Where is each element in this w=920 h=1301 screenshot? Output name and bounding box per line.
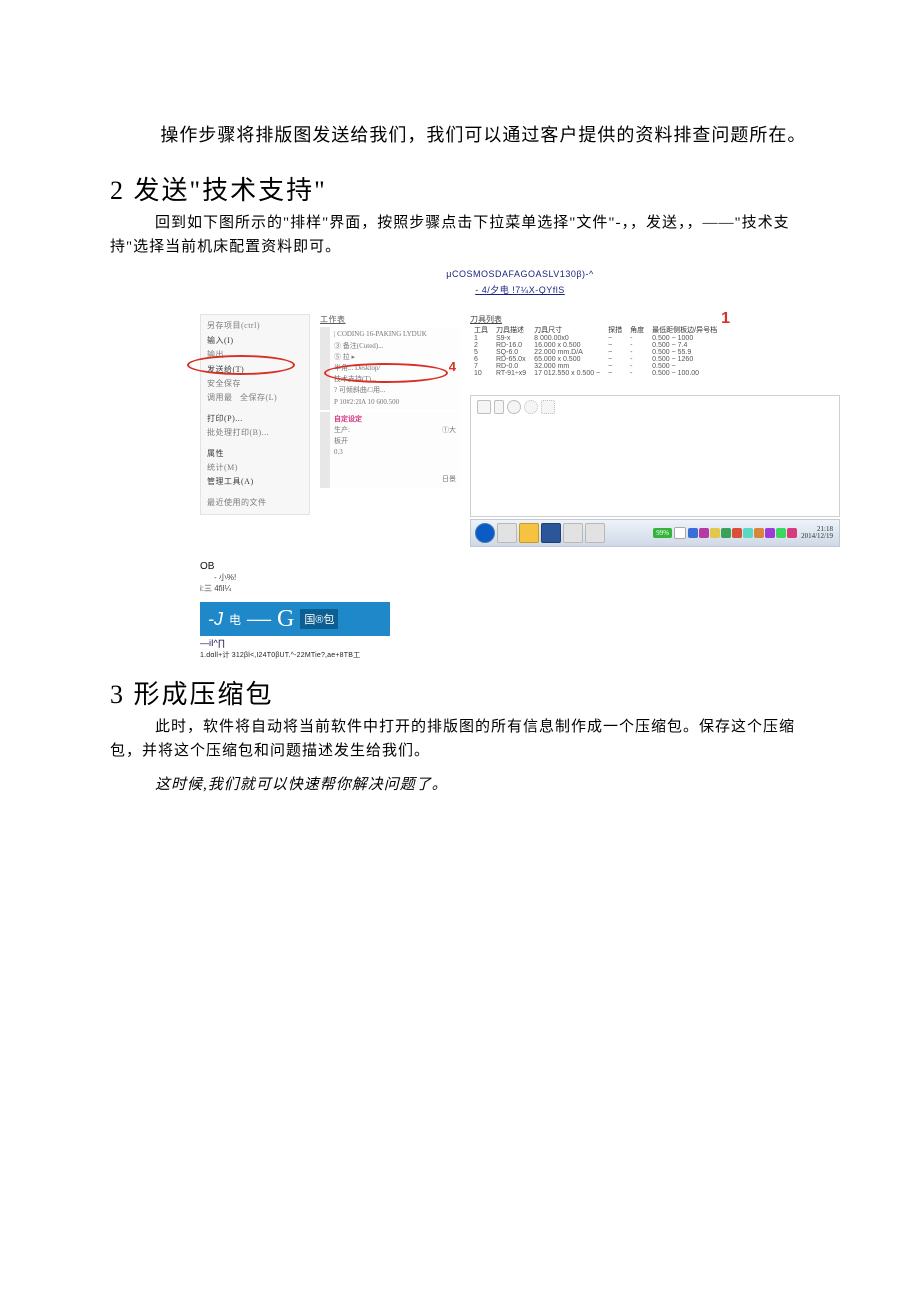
taskbar-word-icon[interactable] <box>541 523 561 543</box>
circle-icon[interactable] <box>507 400 521 414</box>
small-text: i:三 4fil¼ <box>200 583 840 594</box>
ss-header-2: - 4/夕电 !7¼X-QYflS <box>200 283 840 296</box>
info-line: 日景 <box>334 474 456 485</box>
menu-item[interactable]: 另存项目(ctrl) <box>207 319 303 333</box>
info-line: 0.3 <box>334 447 456 458</box>
menu-item[interactable]: 统计(M) <box>207 461 303 475</box>
banner-cn1: 电 <box>229 611 241 628</box>
below-screenshot-block: OB - 小%! i:三 4fil¼ -J 电 — G 国®包 —iI^∏ 1.… <box>200 561 840 660</box>
circle-icon[interactable] <box>524 400 538 414</box>
menu-item[interactable]: 输出... <box>207 348 303 362</box>
submenu-item-tech-support[interactable]: 技术支持(T)... <box>334 374 456 385</box>
tool-table: 刀具列表 1 工具 刀具描述 刀具尺寸 探措 角度 最低距侧板边/异号档 1S9… <box>470 314 840 377</box>
battery-indicator[interactable]: 99% <box>653 528 672 538</box>
under-banner-text: —iI^∏ <box>200 638 840 648</box>
table-row: 1S9-x8 000.00x0~-0.500 ~ 1000 <box>470 335 721 342</box>
info-panel: 自定设定 生产:①大 板开 0.3 日景 <box>320 412 460 488</box>
ob-label: OB <box>200 561 840 572</box>
section-2-number: 2 <box>110 176 125 205</box>
blue-banner: -J 电 — G 国®包 <box>200 602 390 636</box>
section-3-heading: 3 形成压缩包 <box>110 674 810 711</box>
menu-item[interactable]: 安全保存 <box>207 377 303 391</box>
tray-icon[interactable] <box>787 528 797 538</box>
menu-item[interactable]: 批处理打印(B)... <box>207 426 303 440</box>
tray-icon[interactable] <box>688 528 698 538</box>
file-menu-column: 另存项目(ctrl) 输入(I) 输出... 发送给(T) 安全保存 调用最 全… <box>200 314 310 547</box>
tool-table-column: 刀具列表 1 工具 刀具描述 刀具尺寸 探措 角度 最低距侧板边/异号档 1S9… <box>470 314 840 547</box>
banner-g: G <box>277 606 294 633</box>
taskbar-app-icon[interactable] <box>585 523 605 543</box>
menu-item[interactable]: 打印(P)... <box>207 412 303 426</box>
banner-j: -J <box>208 609 223 630</box>
table-header-row: 工具 刀具描述 刀具尺寸 探措 角度 最低距侧板边/异号档 <box>470 325 721 335</box>
taskbar-app-icon[interactable] <box>563 523 583 543</box>
menu-item[interactable]: 最近使用的文件 <box>207 496 303 510</box>
taskbar-app-icon[interactable] <box>497 523 517 543</box>
tray-up-icon[interactable] <box>674 527 686 539</box>
intro-paragraph: 操作步骤将排版图发送给我们，我们可以通过客户提供的资料排查问题所在。 <box>110 110 810 160</box>
submenu-panel: | CODING 16-PAKING LYDUK ③ 备注(Cuted)... … <box>320 327 460 409</box>
annotation-1: 1 <box>721 310 730 328</box>
banner-eq: — <box>247 606 271 633</box>
tray-icon[interactable] <box>721 528 731 538</box>
menu-item[interactable]: 管理工具(A) <box>207 475 303 489</box>
section-3-title: 形成压缩包 <box>134 680 274 709</box>
ss-header-1: μCOSMOSDAFAGOASLV130β)-^ <box>200 269 840 279</box>
shape-icon[interactable] <box>477 400 491 414</box>
document-page: 操作步骤将排版图发送给我们，我们可以通过客户提供的资料排查问题所在。 2 发送"… <box>0 0 920 867</box>
menu-item[interactable]: 输入(I) <box>207 334 303 348</box>
small-text: - 小%! <box>214 572 840 583</box>
tray-icon[interactable] <box>710 528 720 538</box>
ss-main-row: 另存项目(ctrl) 输入(I) 输出... 发送给(T) 安全保存 调用最 全… <box>200 314 840 547</box>
taskbar-clock[interactable]: 21:18 2014/12/19 <box>799 526 835 541</box>
info-line: 自定设定 <box>334 414 456 425</box>
table-row: 6RD-65.0x65.000 x 0.500~-0.500 ~ 1260 <box>470 356 721 363</box>
info-line: 板开 <box>334 436 456 447</box>
menu-item[interactable]: 属性 <box>207 447 303 461</box>
submenu-item: P 10#2:2IA 10 600.500 <box>334 397 456 408</box>
annotation-4: 4 <box>449 357 456 378</box>
section-2-heading: 2 发送"技术支持" <box>110 170 810 207</box>
embedded-screenshot: μCOSMOSDAFAGOASLV130β)-^ - 4/夕电 !7¼X-QYf… <box>200 269 840 660</box>
submenu-item[interactable]: ③ 备注(Cuted)... <box>334 341 456 352</box>
section-3-body-2: 这时候,我们就可以快速帮你解决问题了。 <box>110 773 810 797</box>
hash-line: 1.dαll+计 312βl<,I24T0βUT.^-22MTie?,ae+8T… <box>200 650 840 660</box>
panel-header: | CODING 16-PAKING LYDUK <box>334 329 456 340</box>
preview-toolbar <box>477 400 555 414</box>
preview-canvas <box>470 395 840 517</box>
taskbar-start-icon[interactable] <box>475 523 495 543</box>
file-menu[interactable]: 另存项目(ctrl) 输入(I) 输出... 发送给(T) 安全保存 调用最 全… <box>200 314 310 515</box>
tray-icon[interactable] <box>776 528 786 538</box>
tray-icon[interactable] <box>743 528 753 538</box>
section-3-body-1: 此时，软件将自动将当前软件中打开的排版图的所有信息制作成一个压缩包。保存这个压缩… <box>110 715 810 763</box>
submenu-item[interactable]: ? 可倾斜曲/□用... <box>334 385 456 396</box>
tray-icon[interactable] <box>754 528 764 538</box>
section-3-number: 3 <box>110 680 125 709</box>
windows-taskbar[interactable]: 99% 21:18 2014/12/19 <box>470 519 840 547</box>
section-2-title: 发送"技术支持" <box>134 176 327 205</box>
menu-item-send[interactable]: 发送给(T) <box>207 363 303 377</box>
table-row: 10RT-91÷x917 012.550 x 0.500 ~~-0.500 ~ … <box>470 370 721 377</box>
tray-icon[interactable] <box>732 528 742 538</box>
tray-icon[interactable] <box>699 528 709 538</box>
submenu-item[interactable]: ⑤ 拉 ▸ <box>334 352 456 363</box>
menu-item[interactable]: 调用最 全保存(L) <box>207 391 303 405</box>
table-row: 7RD-0.032.000 mm~-0.500 ~ <box>470 363 721 370</box>
tray-icon[interactable] <box>765 528 775 538</box>
system-tray[interactable] <box>688 528 797 538</box>
tool-data-table: 工具 刀具描述 刀具尺寸 探措 角度 最低距侧板边/异号档 1S9-x8 000… <box>470 325 721 377</box>
section-2-body: 回到如下图所示的"排样"界面，按照步骤点击下拉菜单选择"文件"-，，发送，，——… <box>110 211 810 259</box>
taskbar-folder-icon[interactable] <box>519 523 539 543</box>
table-row: 5SQ-6.022.000 mm.D/A~-0.500 ~ 55.9 <box>470 349 721 356</box>
banner-cn-box: 国®包 <box>300 609 338 629</box>
table-title: 刀具列表 <box>470 314 840 325</box>
submenu-column: 工作表 | CODING 16-PAKING LYDUK ③ 备注(Cuted)… <box>320 314 460 547</box>
shape-icon[interactable] <box>541 400 555 414</box>
submenu-item[interactable]: 半角... Desktop/ <box>334 363 456 374</box>
table-row: 2RD-16.016.000 x 0.500~-0.500 ~ 7.4 <box>470 342 721 349</box>
panel-label: 工作表 <box>320 314 460 325</box>
shape-icon[interactable] <box>494 400 504 414</box>
